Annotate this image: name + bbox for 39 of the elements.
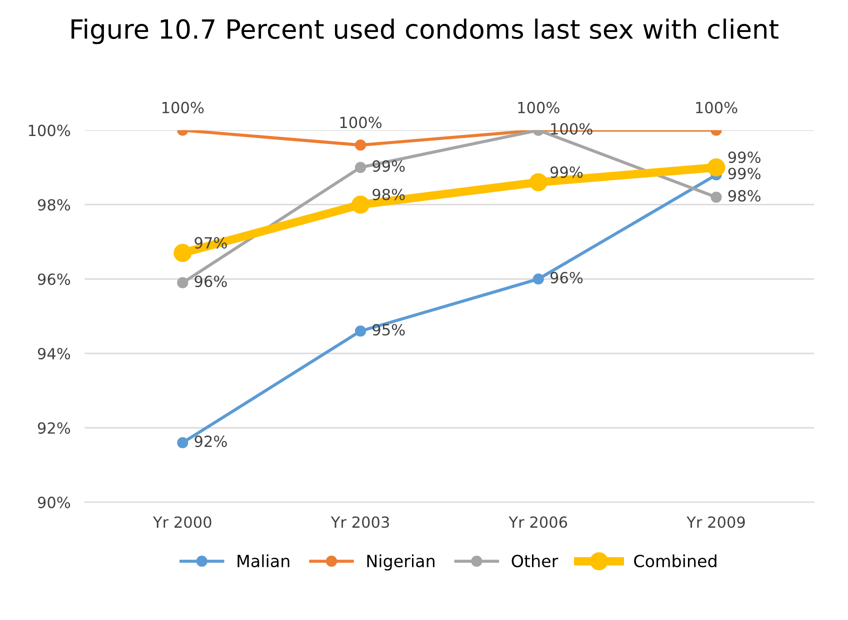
- point: [529, 173, 548, 192]
- legend-label: Malian: [238, 554, 290, 568]
- legend-label: Other: [512, 554, 558, 568]
- data-label: 99%: [372, 160, 405, 172]
- y-tick-label: 96%: [38, 273, 70, 286]
- data-label: 100%: [696, 102, 738, 114]
- data-label: 99%: [550, 166, 583, 178]
- point: [354, 326, 366, 337]
- x-tick-label: Yr 2000: [152, 516, 212, 528]
- point: [177, 277, 188, 288]
- x-tick-label: Yr 2006: [508, 516, 568, 528]
- legend-label: Combined: [634, 554, 716, 568]
- legend-label: Nigerian: [367, 554, 434, 571]
- data-label: 95%: [372, 324, 405, 336]
- data-label: 96%: [550, 272, 583, 284]
- point: [351, 196, 370, 214]
- data-label: 100%: [518, 102, 560, 114]
- data-label: 100%: [340, 116, 382, 128]
- y-tick-label: 94%: [38, 348, 70, 360]
- data-label: 92%: [194, 436, 227, 448]
- point: [177, 437, 188, 448]
- data-label: 100%: [162, 102, 204, 114]
- y-tick-label: 100%: [28, 124, 70, 136]
- point: [354, 162, 366, 173]
- point: [354, 140, 366, 151]
- x-tick-label: Yr 2003: [330, 516, 389, 528]
- y-tick-label: 90%: [38, 496, 70, 508]
- data-label: 98%: [728, 190, 760, 202]
- x-tick-label: Yr 2009: [686, 516, 745, 528]
- data-label: 99%: [728, 168, 760, 180]
- data-label: 99%: [728, 151, 760, 164]
- point: [532, 273, 544, 285]
- point: [710, 192, 722, 203]
- point: [707, 158, 726, 176]
- y-tick-label: 98%: [38, 199, 70, 211]
- point: [174, 244, 192, 262]
- chart-title: Figure 10.7 Percent used condoms last sex with client: [72, 18, 778, 44]
- data-label: 96%: [194, 276, 227, 288]
- y-tick-label: 92%: [38, 422, 70, 434]
